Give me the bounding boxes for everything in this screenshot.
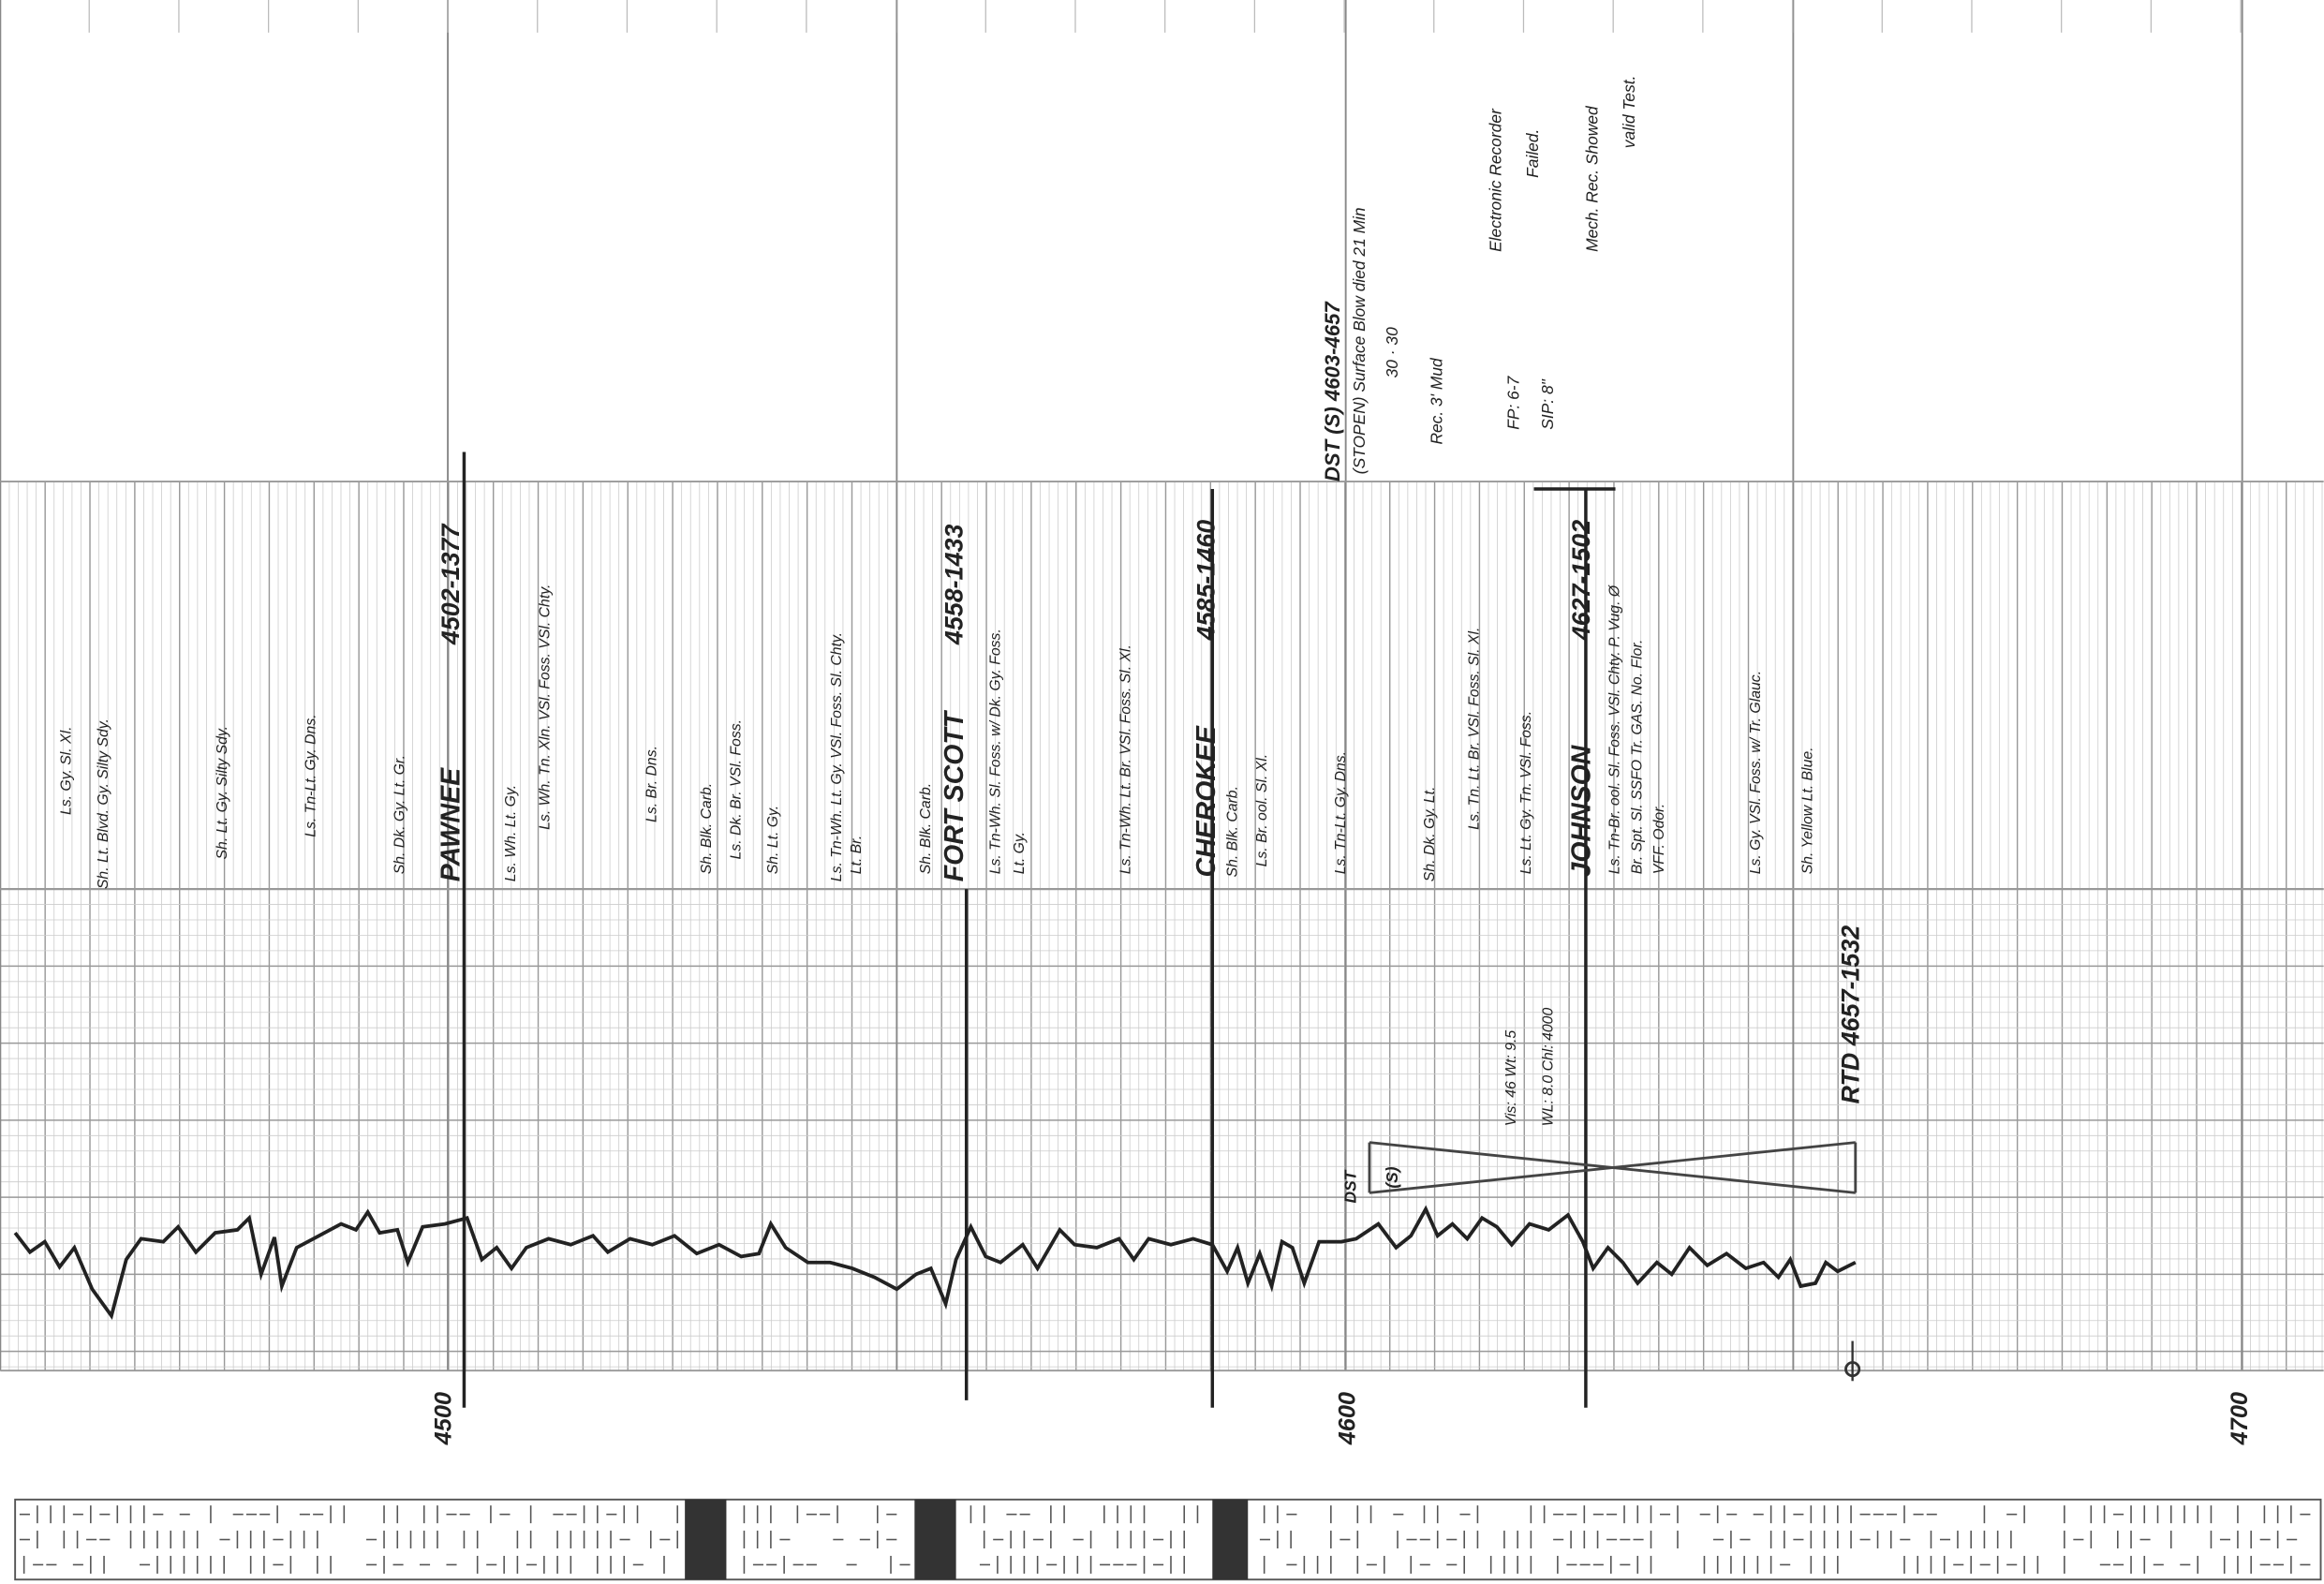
formation-depth: 4585-1460: [1192, 520, 1221, 642]
formation-depth: 4558-1433: [940, 525, 969, 646]
lithology-note: Ls. Wh. Lt. Gy.: [503, 785, 519, 881]
formation-depth: 4627-1502: [1567, 520, 1595, 642]
dst-note: Electronic Recorder: [1487, 108, 1505, 252]
dst-note: valid Test.: [1620, 76, 1638, 149]
lithology-note: VFF. Odor.: [1651, 804, 1667, 875]
lithology-note: Ls. Tn-Wh. Lt. Br. VSl. Foss. Sl. Xl.: [1118, 644, 1134, 874]
dst-note: Mech. Rec. Showed: [1582, 105, 1601, 252]
rtd-label: RTD 4657-1532: [1837, 925, 1865, 1104]
lithology-note: Ls. Br. Dns.: [644, 746, 660, 822]
lithology-note: Lt. Gy.: [1012, 832, 1028, 874]
coal-bed: [1212, 1499, 1249, 1580]
formation-name: PAWNEE: [436, 767, 466, 881]
lithology-strip: [14, 1498, 2322, 1581]
strip-frame: [14, 1498, 2322, 1581]
formation-depth: 4502-1377: [437, 524, 465, 646]
lithology-note: Ls. Tn-Wh. Sl. Foss. w/ Dk. Gy. Foss.: [988, 629, 1004, 874]
lithology-note: Ls. Tn-Br. ool. Sl. Foss. VSl. Chty. P. …: [1607, 584, 1623, 874]
depth-label: 4500: [431, 1392, 457, 1445]
dst-symbol-label: DST: [1341, 1169, 1360, 1203]
lithology-note: Ls. Dk. Br. VSl. Foss.: [729, 719, 745, 860]
lithology-note: Sh. Lt. Gy. Silty Sdy.: [215, 726, 230, 860]
lithology-note: Ls. Br. ool. Sl. Xl.: [1254, 754, 1270, 867]
dst-note: FP: 6-7: [1504, 375, 1523, 429]
lithology-note: Ls. Gy. VSl. Foss. w/ Tr. Glauc.: [1748, 671, 1764, 874]
lithology-note: Ls. Gy. Sl. Xl.: [59, 727, 75, 816]
lithology-note: Sh. Blk. Carb.: [699, 783, 715, 874]
depth-label: 4700: [2227, 1392, 2253, 1445]
dst-diagonal: [1369, 1141, 1856, 1194]
log-curve: [13, 1205, 1857, 1321]
formation-top-lines: [462, 452, 1616, 1408]
dst-note: Failed.: [1523, 129, 1542, 178]
depth-label: 4600: [1335, 1392, 1361, 1445]
lithology-note: Sh. Lt. Gy.: [765, 806, 781, 874]
dst-note: Rec. 3' Mud: [1427, 357, 1445, 445]
lithology-note: Ls. Tn-Lt. Gy. Dns.: [1333, 751, 1349, 874]
dst-title: DST (S) 4603-4657: [1321, 301, 1344, 482]
mud-property: WL: 8.0 Chl: 4000: [1541, 1008, 1557, 1127]
lithology-note: Br. Spt. Sl. SSFO Tr. GAS. No. Flor.: [1629, 640, 1645, 875]
annotations: 4500 4600 4700 PAWNEE 4502-1377 FORT SCOTT 455…: [59, 76, 2253, 1446]
lithology-note: Sh. Yellow Lt. Blue.: [1799, 747, 1815, 874]
lithology-note: Sh. Lt. Blvd. Gy. Silty Sdy.: [96, 718, 111, 889]
coal-bed: [685, 1499, 727, 1580]
lithology-note: Ls. Lt. Gy. Tn. VSl. Foss.: [1518, 711, 1534, 874]
formation-name: CHEROKEE: [1192, 725, 1221, 877]
dst-symbol-label: (S): [1383, 1166, 1401, 1188]
lithology-note: Sh. Dk. Gy. Lt. Gr.: [392, 755, 408, 874]
lithology-note: Sh. Blk. Carb.: [1225, 786, 1241, 877]
lithology-note: Ls. Wh. Tn. Xln. VSl. Foss. VSl. Chty.: [538, 585, 554, 830]
lithology-note: Ls. Tn-Wh. Lt. Gy. VSl. Foss. Sl. Chty.: [829, 632, 845, 881]
formation-name: JOHNSON: [1566, 744, 1596, 877]
dst-note: SIP: 8": [1538, 378, 1557, 429]
mud-property: Vis: 46 Wt: 9.5: [1503, 1030, 1519, 1127]
lithology-note: Ls. Tn. Lt. Br. VSl. Foss. Sl. Xl.: [1466, 628, 1482, 830]
lithology-note: Ls. Tn-Lt. Gy. Dns.: [303, 714, 319, 836]
lithology-note: Sh. Blk. Carb.: [918, 783, 934, 874]
dst-note: (STOPEN) Surface Blow died 21 Min: [1350, 207, 1369, 474]
lithology-note: Sh. Dk. Gy. Lt.: [1422, 787, 1438, 882]
coal-bed: [914, 1499, 956, 1580]
formation-name: FORT SCOTT: [940, 709, 970, 881]
dst-note: 30 · 30: [1383, 327, 1401, 377]
lithology-note: Lt. Br.: [849, 836, 865, 875]
dst-symbol: [1368, 1141, 1858, 1194]
